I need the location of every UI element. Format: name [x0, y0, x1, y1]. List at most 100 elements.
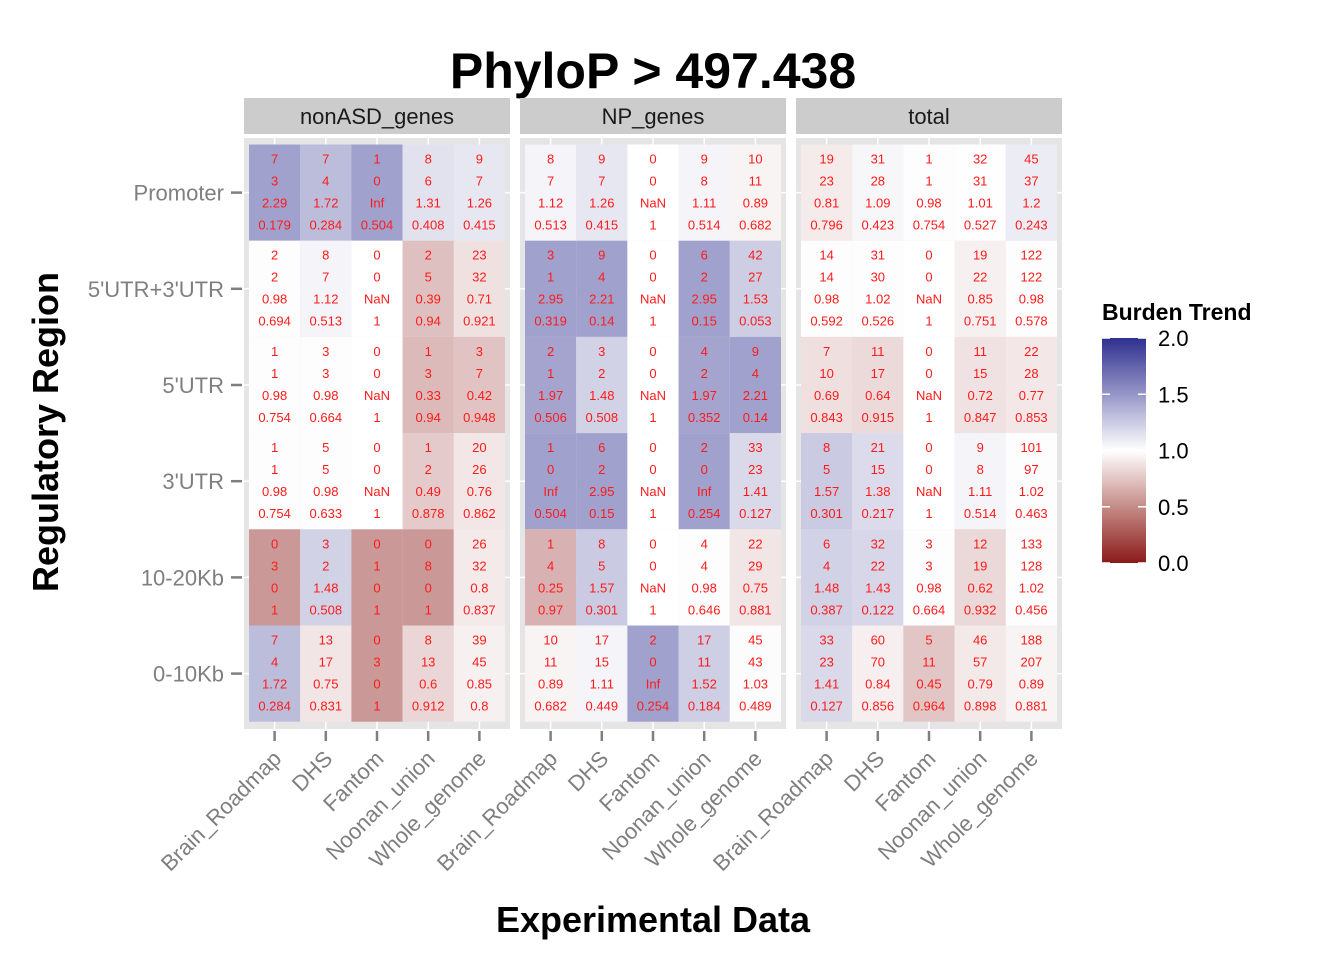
cell-label: 0: [649, 536, 656, 551]
cell-label: 1: [649, 218, 656, 233]
cell-label: 2: [547, 344, 554, 359]
cell-label: 0.415: [463, 218, 496, 233]
cell-label: 2.95: [538, 292, 563, 307]
cell-label: 11: [749, 174, 763, 189]
cell-label: 0: [373, 536, 380, 551]
cell-label: 6: [425, 174, 432, 189]
cell-label: 42: [748, 248, 762, 263]
cell-label: 0.49: [416, 484, 441, 499]
heatmap-cell: [525, 144, 577, 241]
cell-label: 2: [322, 558, 329, 573]
cell-label: 7: [271, 152, 278, 167]
y-axis-label: Regulatory Region: [25, 272, 66, 592]
cell-label: 0.301: [810, 506, 843, 521]
cell-label: 5: [322, 440, 329, 455]
heatmap-cell: [903, 240, 955, 337]
cell-label: 0.64: [865, 388, 890, 403]
cell-label: 0.751: [964, 314, 997, 329]
cell-label: 0.301: [586, 602, 619, 617]
heatmap-cell: [402, 336, 454, 434]
cell-label: NaN: [640, 388, 666, 403]
cell-label: 17: [871, 366, 885, 381]
heatmap-cell: [402, 240, 454, 337]
cell-label: 8: [701, 174, 708, 189]
cell-label: 0.45: [916, 677, 941, 692]
cell-label: 0.98: [262, 292, 287, 307]
cell-label: 0.98: [1019, 292, 1044, 307]
heatmap-cell: [1005, 240, 1057, 337]
cell-label: 13: [421, 655, 435, 670]
cell-label: NaN: [640, 484, 666, 499]
cell-label: 5: [322, 462, 329, 477]
y-tick-label: 0-10Kb: [153, 662, 224, 687]
heatmap-cell: [729, 144, 781, 241]
legend-tick-label: 2.0: [1158, 326, 1189, 351]
heatmap-cell: [627, 529, 679, 626]
cell-label: 1: [925, 152, 932, 167]
cell-label: 0.179: [258, 218, 291, 233]
cell-label: 1.11: [692, 196, 716, 211]
heatmap-cell: [453, 336, 505, 434]
chart-title: PhyloP > 497.438: [450, 43, 856, 99]
cell-label: 19: [973, 558, 987, 573]
cell-label: 13: [319, 633, 333, 648]
cell-label: 1: [547, 440, 554, 455]
y-tick-label: 3'UTR: [162, 469, 224, 494]
cell-label: 0.94: [416, 410, 441, 425]
cell-label: 11: [697, 655, 711, 670]
heatmap-cell: [801, 529, 853, 626]
cell-label: 2: [701, 270, 708, 285]
cell-label: 26: [472, 536, 486, 551]
cell-label: 3: [271, 174, 278, 189]
cell-label: 0.127: [810, 699, 843, 714]
cell-label: 1: [425, 344, 432, 359]
cell-label: 6: [598, 440, 605, 455]
cell-label: 1: [271, 366, 278, 381]
cell-label: 101: [1021, 440, 1043, 455]
heatmap-cell: [351, 529, 403, 626]
cell-label: 8: [425, 633, 432, 648]
cell-label: 15: [973, 366, 987, 381]
cell-label: 31: [973, 174, 987, 189]
cell-label: 1: [373, 699, 380, 714]
cell-label: 0.513: [310, 314, 343, 329]
cell-label: 0.85: [968, 292, 993, 307]
heatmap-cell: [801, 144, 853, 241]
heatmap-cell: [525, 336, 577, 434]
heatmap-cell: [576, 433, 628, 530]
cell-label: 45: [748, 633, 762, 648]
cell-label: NaN: [916, 484, 942, 499]
cell-label: 0: [373, 344, 380, 359]
cell-label: 0.526: [862, 314, 895, 329]
cell-label: 1.38: [865, 484, 890, 499]
cell-label: 0.33: [416, 388, 441, 403]
cell-label: 17: [697, 633, 711, 648]
heatmap-cell: [453, 529, 505, 626]
cell-label: 2: [271, 270, 278, 285]
cell-label: 0.15: [692, 314, 717, 329]
cell-label: 1: [649, 410, 656, 425]
cell-label: 10: [543, 633, 557, 648]
cell-label: 0.513: [534, 218, 567, 233]
facet-strip: [520, 98, 786, 134]
heatmap-cell: [249, 529, 301, 626]
cell-label: 0.98: [313, 388, 338, 403]
heatmap-cell: [1005, 144, 1057, 241]
heatmap-cell: [300, 240, 352, 337]
cell-label: 70: [871, 655, 885, 670]
cell-label: 14: [819, 248, 833, 263]
cell-label: 8: [547, 152, 554, 167]
cell-label: 7: [823, 344, 830, 359]
cell-label: 1.01: [968, 196, 993, 211]
heatmap-cell: [627, 336, 679, 434]
heatmap-cell: [249, 240, 301, 337]
cell-label: 1.41: [743, 484, 768, 499]
heatmap-cell: [525, 625, 577, 722]
cell-label: 0.97: [538, 602, 563, 617]
cell-label: 0.94: [416, 314, 441, 329]
heatmap-cell: [852, 625, 904, 722]
heatmap-cell: [351, 433, 403, 530]
cell-label: 0.72: [968, 388, 993, 403]
cell-label: 31: [871, 248, 885, 263]
cell-label: 0.15: [589, 506, 614, 521]
